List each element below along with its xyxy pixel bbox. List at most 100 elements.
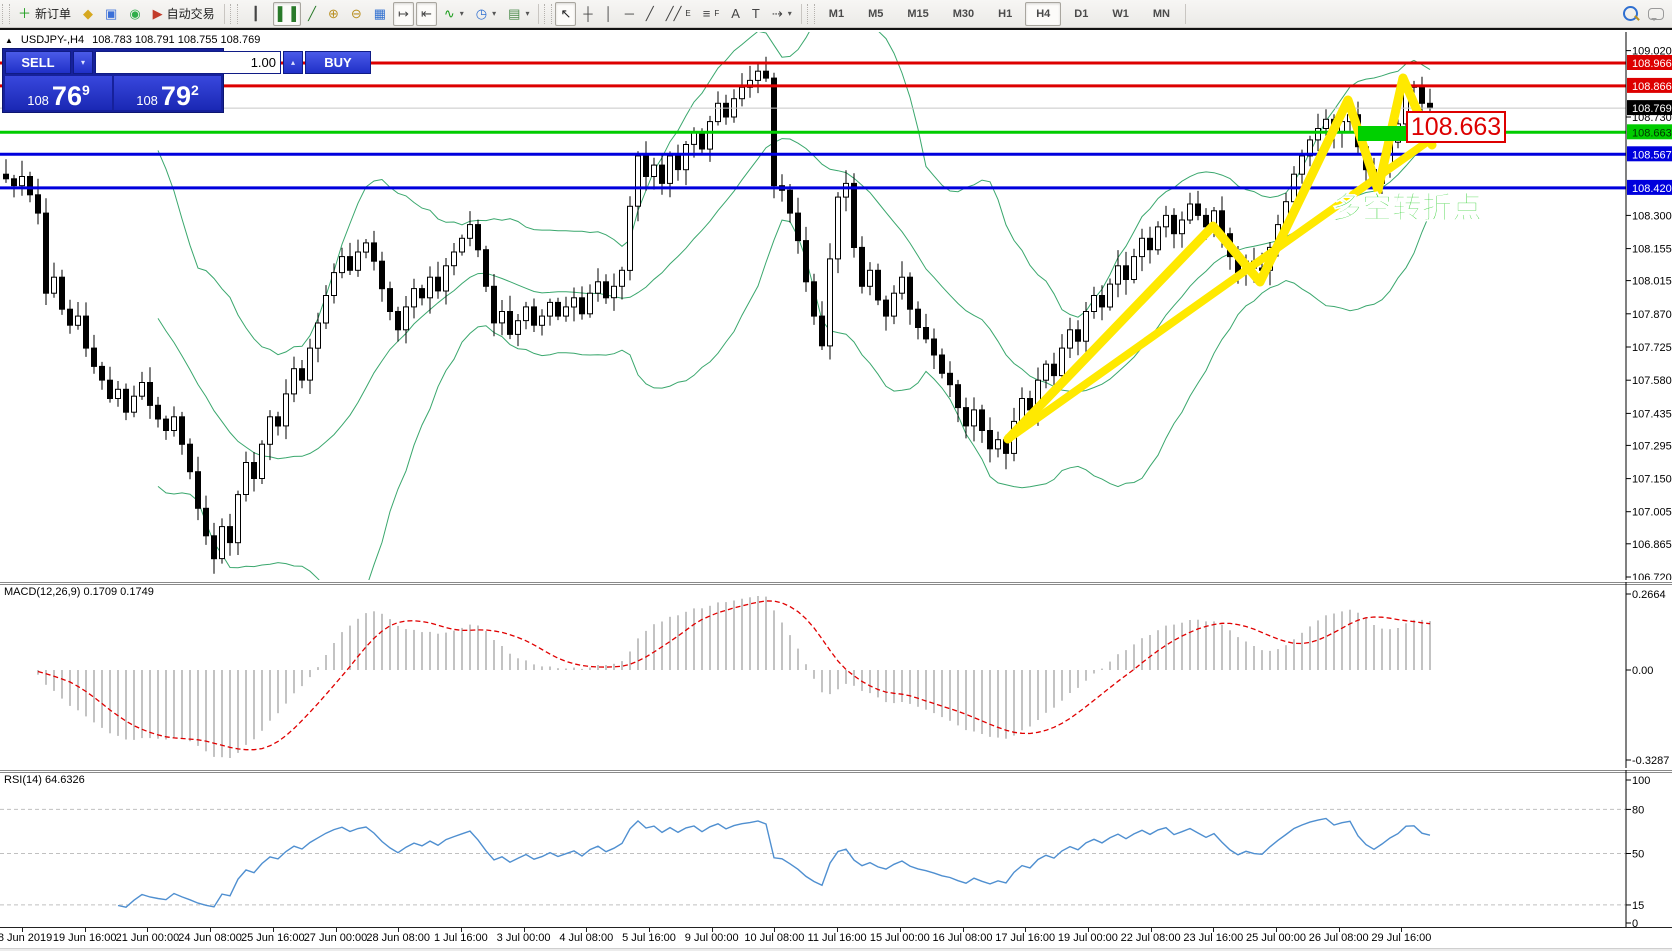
time-axis-label: 26 Jul 08:00	[1308, 932, 1369, 944]
zoom-out-button[interactable]: ⊖	[346, 2, 367, 26]
time-axis-tick	[210, 928, 212, 932]
time-axis-tick	[899, 928, 901, 932]
rsi-axis-label: 50	[1632, 849, 1644, 861]
label-button[interactable]: T	[747, 2, 765, 26]
one-click-trading-panel: SELL ▾ ▴ BUY 108 76 9 108 79 2	[2, 48, 371, 113]
tf-w1-label: W1	[1112, 7, 1129, 20]
cursor-button[interactable]: ↖	[555, 1, 577, 26]
candle	[275, 411, 281, 436]
candle	[547, 298, 553, 326]
time-axis-label: 15 Jul 00:00	[869, 932, 930, 944]
auto-scroll-button[interactable]: ↦	[393, 1, 414, 26]
candle	[251, 452, 257, 492]
channel-button[interactable]: ╱╱ E	[661, 2, 696, 26]
volume-up-button[interactable]: ▴	[283, 51, 303, 74]
rsi-axis-label: 100	[1632, 775, 1650, 787]
candle	[723, 94, 729, 125]
zoom-in-button[interactable]: ⊕	[323, 2, 344, 26]
tf-h1[interactable]: H1	[987, 2, 1023, 26]
zoom-out-icon: ⊖	[350, 6, 362, 21]
candle	[947, 361, 953, 397]
bollinger-lower-band	[157, 213, 1431, 580]
periods-button[interactable]: ◷ ▾	[471, 2, 501, 26]
candle	[851, 173, 857, 258]
candle	[35, 178, 41, 225]
tf-m5-label: M5	[868, 7, 884, 20]
time-axis-label: 24 Jun 08:00	[178, 932, 242, 944]
rsi-indicator-panel[interactable]: 100 80 50 15 0	[0, 770, 1672, 927]
text-button[interactable]: A	[726, 2, 745, 26]
candle	[259, 440, 265, 484]
candle	[419, 284, 425, 306]
volume-down-button[interactable]: ▾	[73, 51, 93, 74]
candle	[843, 170, 849, 212]
tile-windows-button[interactable]: ▦	[369, 2, 391, 26]
candle	[971, 397, 977, 442]
tf-m30[interactable]: M30	[942, 2, 985, 26]
main-price-chart[interactable]: 108.663多空转折点109.020108.730108.300108.155…	[0, 32, 1672, 580]
marker-button[interactable]: ◆	[78, 2, 98, 26]
signal-button[interactable]: ◉	[124, 2, 145, 26]
crosshair-button[interactable]: ┼	[578, 2, 597, 26]
price-axis-tick-label: 107.150	[1632, 474, 1672, 486]
sell-price-prefix: 108	[27, 93, 49, 108]
autotrading-button[interactable]: ▶ 自动交易	[148, 2, 220, 26]
candle	[931, 328, 937, 369]
fibonacci-button[interactable]: ≡ F	[698, 2, 724, 26]
text-icon: A	[731, 6, 740, 21]
horizontal-line-icon: ─	[624, 6, 634, 21]
line-chart-button[interactable]: ╱	[303, 2, 321, 26]
volume-input[interactable]	[95, 51, 281, 74]
time-axis-label: 4 Jul 08:00	[559, 932, 614, 944]
tf-w1[interactable]: W1	[1101, 2, 1140, 26]
candle	[587, 284, 593, 318]
time-axis-tick	[711, 928, 713, 932]
tf-mn[interactable]: MN	[1142, 2, 1181, 26]
candle	[923, 313, 929, 344]
sell-price[interactable]: 108 76 9	[5, 76, 112, 110]
new-order-button[interactable]: ＋新订单	[13, 2, 76, 26]
candle	[1067, 317, 1073, 358]
tf-d1[interactable]: D1	[1063, 2, 1099, 26]
candle	[771, 72, 777, 199]
search-icon[interactable]	[1623, 6, 1638, 21]
tf-m15[interactable]: M15	[896, 2, 939, 26]
horizontal-line-button[interactable]: ─	[620, 2, 639, 26]
chat-icon[interactable]	[1648, 7, 1664, 21]
candle	[371, 230, 377, 271]
chart-shift-button[interactable]: ⇤	[415, 1, 437, 26]
templates-button[interactable]: ▤ ▾	[503, 2, 534, 26]
time-axis-tick	[837, 928, 839, 932]
macd-indicator-panel[interactable]: 0.2664 0.00 -0.3287	[0, 582, 1672, 768]
tf-h4[interactable]: H4	[1025, 1, 1062, 26]
bar-chart-button[interactable]: ▕▏	[241, 2, 271, 26]
tf-m5[interactable]: M5	[857, 2, 894, 26]
new-order-button-label: 新订单	[35, 7, 72, 21]
candlestick-button[interactable]: ▌▐	[272, 1, 302, 26]
collapse-panel-icon[interactable]: ▲	[5, 35, 13, 45]
candle	[859, 236, 865, 294]
arrows-button[interactable]: ⇢ ▾	[767, 2, 797, 26]
tf-m1[interactable]: M1	[818, 2, 855, 26]
price-level-label: 108.966	[1632, 58, 1672, 70]
vertical-line-button[interactable]: │	[600, 2, 618, 26]
price-axis-tick-label: 107.870	[1632, 309, 1672, 321]
price-axis-tick-label: 108.155	[1632, 244, 1672, 256]
pivot-point-annotation: 多空转折点	[1332, 192, 1482, 225]
sell-button[interactable]: SELL	[5, 51, 71, 74]
time-axis-tick	[1338, 928, 1340, 932]
time-axis-tick	[22, 928, 23, 932]
time-axis-label: 23 Jul 16:00	[1183, 932, 1244, 944]
new-window-button[interactable]: ▣	[100, 2, 122, 26]
indicators-button[interactable]: ∿ ▾	[439, 2, 469, 26]
candle	[747, 65, 753, 98]
candle	[1147, 226, 1153, 264]
candle	[803, 226, 809, 292]
candle	[963, 397, 969, 439]
buy-price[interactable]: 108 79 2	[114, 76, 221, 110]
buy-button[interactable]: BUY	[305, 51, 371, 74]
tf-m15-label: M15	[907, 7, 929, 20]
trendline-button[interactable]: ╱	[641, 2, 659, 26]
candle	[67, 299, 73, 334]
